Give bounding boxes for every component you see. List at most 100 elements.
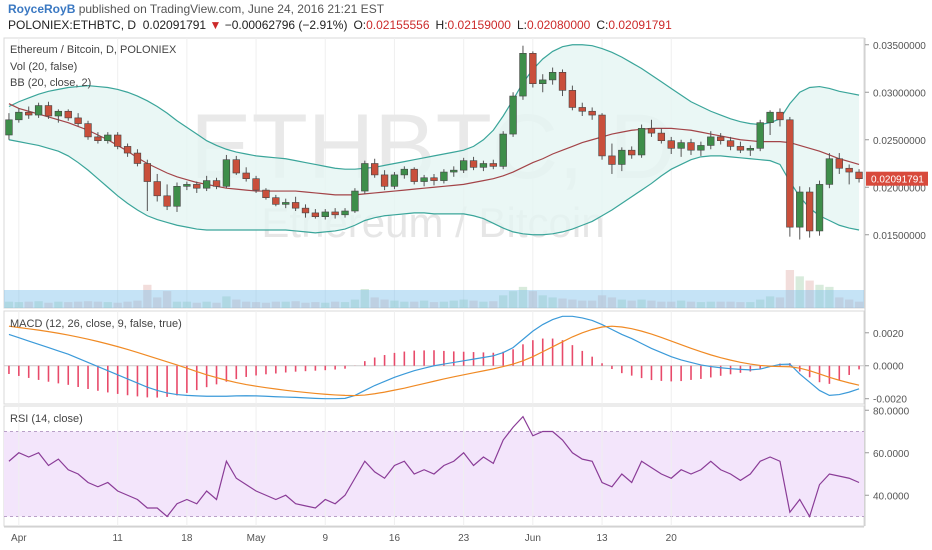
- candle[interactable]: [717, 133, 725, 145]
- candle[interactable]: [64, 109, 72, 121]
- candle[interactable]: [677, 139, 685, 157]
- candle[interactable]: [331, 208, 339, 219]
- volume-bar: [736, 302, 745, 308]
- candle[interactable]: [173, 182, 181, 212]
- candle[interactable]: [410, 167, 418, 185]
- candle[interactable]: [291, 196, 300, 211]
- candle[interactable]: [637, 124, 646, 158]
- candle[interactable]: [104, 132, 112, 144]
- candle[interactable]: [697, 141, 705, 156]
- candle[interactable]: [282, 198, 290, 209]
- volume-bar: [854, 301, 864, 308]
- candle[interactable]: [628, 146, 636, 159]
- candle[interactable]: [222, 154, 231, 189]
- candle[interactable]: [242, 167, 250, 182]
- candle[interactable]: [34, 102, 43, 118]
- high-label: H:: [435, 18, 448, 32]
- candle[interactable]: [114, 132, 122, 150]
- candle[interactable]: [736, 141, 745, 154]
- candle[interactable]: [183, 181, 191, 191]
- candle[interactable]: [202, 175, 211, 192]
- candle-body: [173, 186, 181, 207]
- candle[interactable]: [430, 173, 438, 186]
- candle-body: [311, 212, 320, 217]
- candle[interactable]: [707, 131, 715, 150]
- candle[interactable]: [272, 194, 280, 207]
- candle[interactable]: [133, 149, 142, 167]
- candle[interactable]: [341, 208, 349, 218]
- candle[interactable]: [548, 67, 557, 85]
- candle[interactable]: [855, 169, 863, 183]
- candle[interactable]: [746, 145, 754, 156]
- candle[interactable]: [143, 159, 151, 211]
- candle[interactable]: [835, 153, 843, 174]
- candle[interactable]: [499, 131, 507, 170]
- candle[interactable]: [5, 113, 13, 140]
- candle[interactable]: [193, 181, 201, 193]
- candle[interactable]: [74, 113, 82, 127]
- candle[interactable]: [54, 109, 63, 123]
- candle[interactable]: [489, 159, 497, 170]
- volume-bar: [558, 298, 567, 308]
- candle[interactable]: [351, 188, 359, 213]
- candle[interactable]: [311, 209, 320, 219]
- candle[interactable]: [390, 172, 399, 190]
- volume-bar: [716, 301, 725, 308]
- candle[interactable]: [94, 132, 102, 144]
- candle[interactable]: [232, 155, 240, 175]
- candle[interactable]: [371, 158, 379, 178]
- candle[interactable]: [380, 170, 389, 191]
- candle[interactable]: [815, 180, 824, 236]
- candle[interactable]: [479, 160, 488, 172]
- candle[interactable]: [400, 166, 409, 179]
- candle[interactable]: [766, 110, 774, 135]
- candle[interactable]: [459, 157, 468, 173]
- candle[interactable]: [301, 204, 310, 218]
- candle[interactable]: [123, 143, 132, 157]
- candle[interactable]: [558, 69, 567, 97]
- candle[interactable]: [84, 120, 92, 140]
- candle[interactable]: [539, 74, 547, 93]
- candle[interactable]: [450, 166, 458, 177]
- candle[interactable]: [252, 175, 260, 193]
- candle[interactable]: [786, 116, 794, 237]
- time-tick-label: 23: [458, 533, 470, 544]
- candle[interactable]: [598, 113, 606, 160]
- candle[interactable]: [796, 186, 804, 240]
- candle[interactable]: [262, 188, 270, 200]
- volume-bar: [410, 301, 419, 308]
- candle[interactable]: [647, 119, 656, 137]
- candle[interactable]: [529, 51, 537, 88]
- candle[interactable]: [608, 143, 616, 174]
- candle[interactable]: [212, 177, 221, 190]
- candle[interactable]: [44, 101, 53, 119]
- candle[interactable]: [25, 106, 33, 119]
- candle[interactable]: [440, 169, 448, 184]
- candle[interactable]: [687, 138, 695, 155]
- candle[interactable]: [321, 209, 329, 220]
- candle[interactable]: [588, 107, 596, 120]
- author-link[interactable]: RoyceRoyB: [8, 2, 76, 16]
- candle[interactable]: [361, 160, 369, 194]
- candle[interactable]: [805, 187, 814, 238]
- candle[interactable]: [509, 92, 517, 137]
- candle[interactable]: [618, 147, 626, 172]
- candle[interactable]: [163, 184, 171, 211]
- candle[interactable]: [519, 45, 527, 100]
- candle[interactable]: [420, 174, 428, 187]
- candle[interactable]: [578, 102, 586, 116]
- volume-bar: [696, 302, 706, 308]
- candle[interactable]: [726, 136, 735, 151]
- candle[interactable]: [756, 119, 764, 152]
- candle[interactable]: [153, 173, 161, 202]
- candle[interactable]: [657, 128, 666, 144]
- candle[interactable]: [568, 85, 577, 111]
- candle[interactable]: [667, 136, 675, 154]
- candle[interactable]: [15, 108, 23, 123]
- candle-body: [74, 117, 82, 124]
- candle[interactable]: [469, 156, 478, 171]
- candle[interactable]: [845, 164, 853, 185]
- candle[interactable]: [825, 153, 834, 189]
- candle[interactable]: [776, 108, 784, 127]
